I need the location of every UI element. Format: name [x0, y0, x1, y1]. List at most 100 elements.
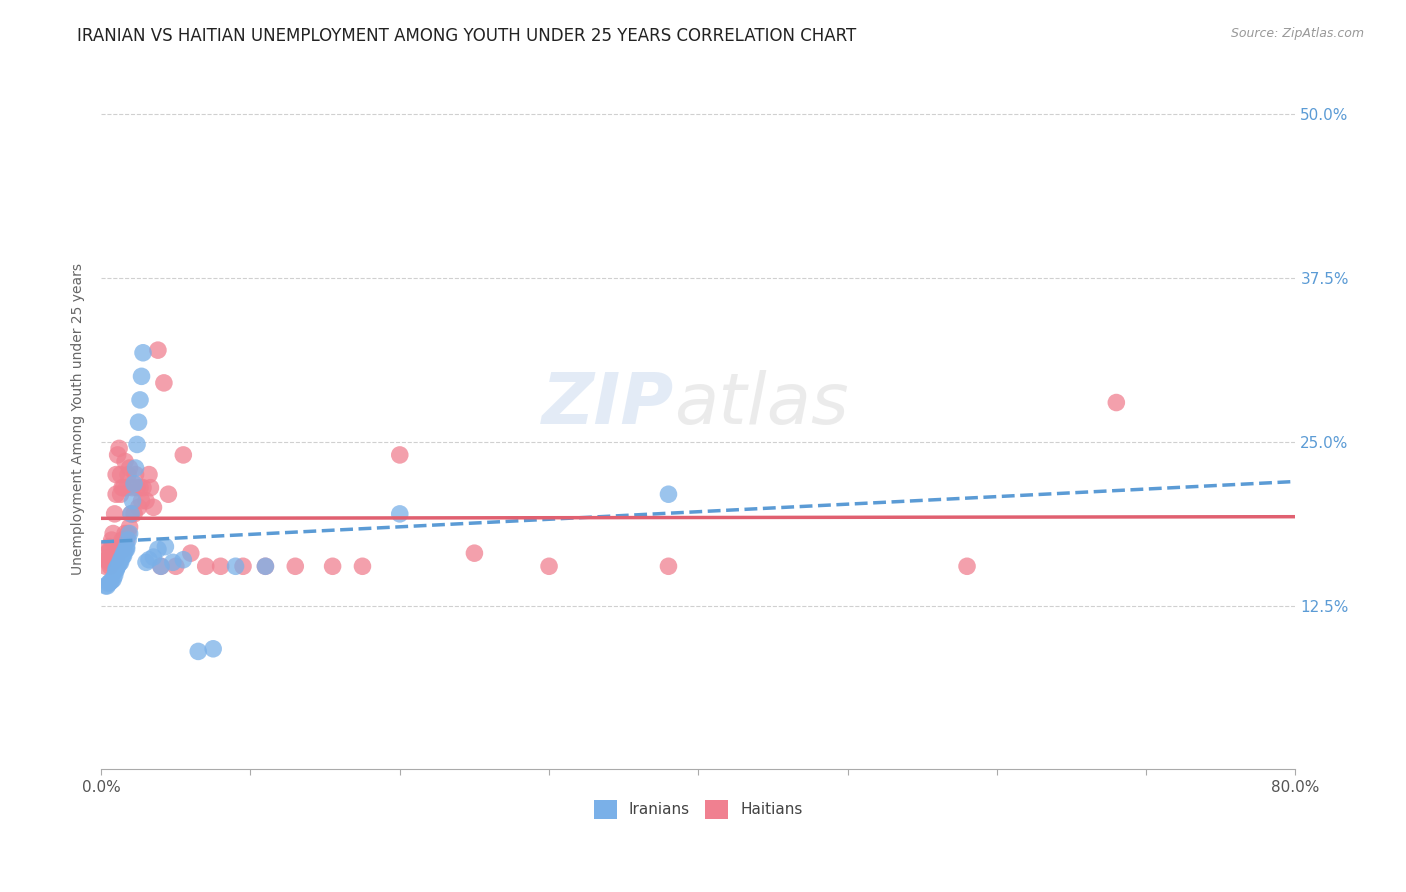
- Point: [108, 542, 131, 557]
- Point: [131, 493, 153, 508]
- Point: [97, 540, 120, 554]
- Point: [180, 546, 202, 560]
- Point: [98, 574, 121, 589]
- Point: [129, 392, 152, 407]
- Point: [101, 573, 124, 587]
- Point: [101, 526, 124, 541]
- Point: [162, 555, 184, 569]
- Text: atlas: atlas: [675, 370, 849, 440]
- Point: [107, 559, 129, 574]
- Point: [105, 467, 128, 482]
- Point: [115, 481, 138, 495]
- Point: [114, 454, 136, 468]
- Point: [138, 467, 160, 482]
- Point: [100, 533, 122, 547]
- Point: [131, 369, 153, 384]
- Point: [138, 552, 160, 566]
- Point: [165, 559, 187, 574]
- Point: [538, 559, 561, 574]
- Point: [202, 641, 225, 656]
- Point: [956, 559, 979, 574]
- Text: Source: ZipAtlas.com: Source: ZipAtlas.com: [1230, 27, 1364, 40]
- Y-axis label: Unemployment Among Youth under 25 years: Unemployment Among Youth under 25 years: [72, 263, 86, 575]
- Point: [388, 507, 411, 521]
- Point: [96, 546, 118, 560]
- Point: [96, 579, 118, 593]
- Point: [104, 546, 127, 560]
- Point: [128, 500, 150, 515]
- Point: [97, 555, 120, 569]
- Point: [104, 568, 127, 582]
- Point: [105, 487, 128, 501]
- Point: [352, 559, 374, 574]
- Point: [112, 549, 135, 563]
- Point: [107, 448, 129, 462]
- Point: [146, 343, 169, 358]
- Point: [117, 533, 139, 547]
- Point: [111, 481, 134, 495]
- Point: [232, 559, 254, 574]
- Point: [94, 559, 117, 574]
- Point: [172, 552, 194, 566]
- Point: [97, 576, 120, 591]
- Point: [194, 559, 217, 574]
- Point: [124, 461, 146, 475]
- Point: [115, 533, 138, 547]
- Text: IRANIAN VS HAITIAN UNEMPLOYMENT AMONG YOUTH UNDER 25 YEARS CORRELATION CHART: IRANIAN VS HAITIAN UNEMPLOYMENT AMONG YO…: [77, 27, 856, 45]
- Point: [187, 644, 209, 658]
- Point: [120, 507, 142, 521]
- Point: [132, 481, 155, 495]
- Point: [120, 507, 142, 521]
- Point: [111, 533, 134, 547]
- Point: [118, 526, 141, 541]
- Point: [114, 526, 136, 541]
- Point: [112, 542, 135, 557]
- Point: [105, 562, 128, 576]
- Text: ZIP: ZIP: [543, 370, 675, 440]
- Point: [107, 546, 129, 560]
- Point: [110, 555, 132, 569]
- Point: [112, 481, 135, 495]
- Point: [121, 493, 143, 508]
- Point: [125, 437, 148, 451]
- Point: [118, 520, 141, 534]
- Point: [112, 546, 135, 560]
- Point: [1105, 395, 1128, 409]
- Point: [172, 448, 194, 462]
- Legend: Iranians, Haitians: Iranians, Haitians: [588, 794, 808, 825]
- Point: [115, 542, 138, 557]
- Point: [157, 487, 180, 501]
- Point: [128, 415, 150, 429]
- Point: [225, 559, 247, 574]
- Point: [104, 507, 127, 521]
- Point: [110, 552, 132, 566]
- Point: [118, 461, 141, 475]
- Point: [105, 552, 128, 566]
- Point: [149, 559, 172, 574]
- Point: [142, 550, 165, 565]
- Point: [117, 526, 139, 541]
- Point: [114, 543, 136, 558]
- Point: [254, 559, 277, 574]
- Point: [110, 467, 132, 482]
- Point: [117, 467, 139, 482]
- Point: [135, 555, 157, 569]
- Point: [135, 493, 157, 508]
- Point: [124, 467, 146, 482]
- Point: [112, 533, 135, 547]
- Point: [96, 552, 118, 566]
- Point: [284, 559, 307, 574]
- Point: [139, 481, 162, 495]
- Point: [110, 487, 132, 501]
- Point: [657, 487, 679, 501]
- Point: [101, 555, 124, 569]
- Point: [97, 550, 120, 565]
- Point: [121, 481, 143, 495]
- Point: [132, 345, 155, 359]
- Point: [388, 448, 411, 462]
- Point: [110, 540, 132, 554]
- Point: [98, 559, 121, 574]
- Point: [100, 550, 122, 565]
- Point: [657, 559, 679, 574]
- Point: [108, 557, 131, 571]
